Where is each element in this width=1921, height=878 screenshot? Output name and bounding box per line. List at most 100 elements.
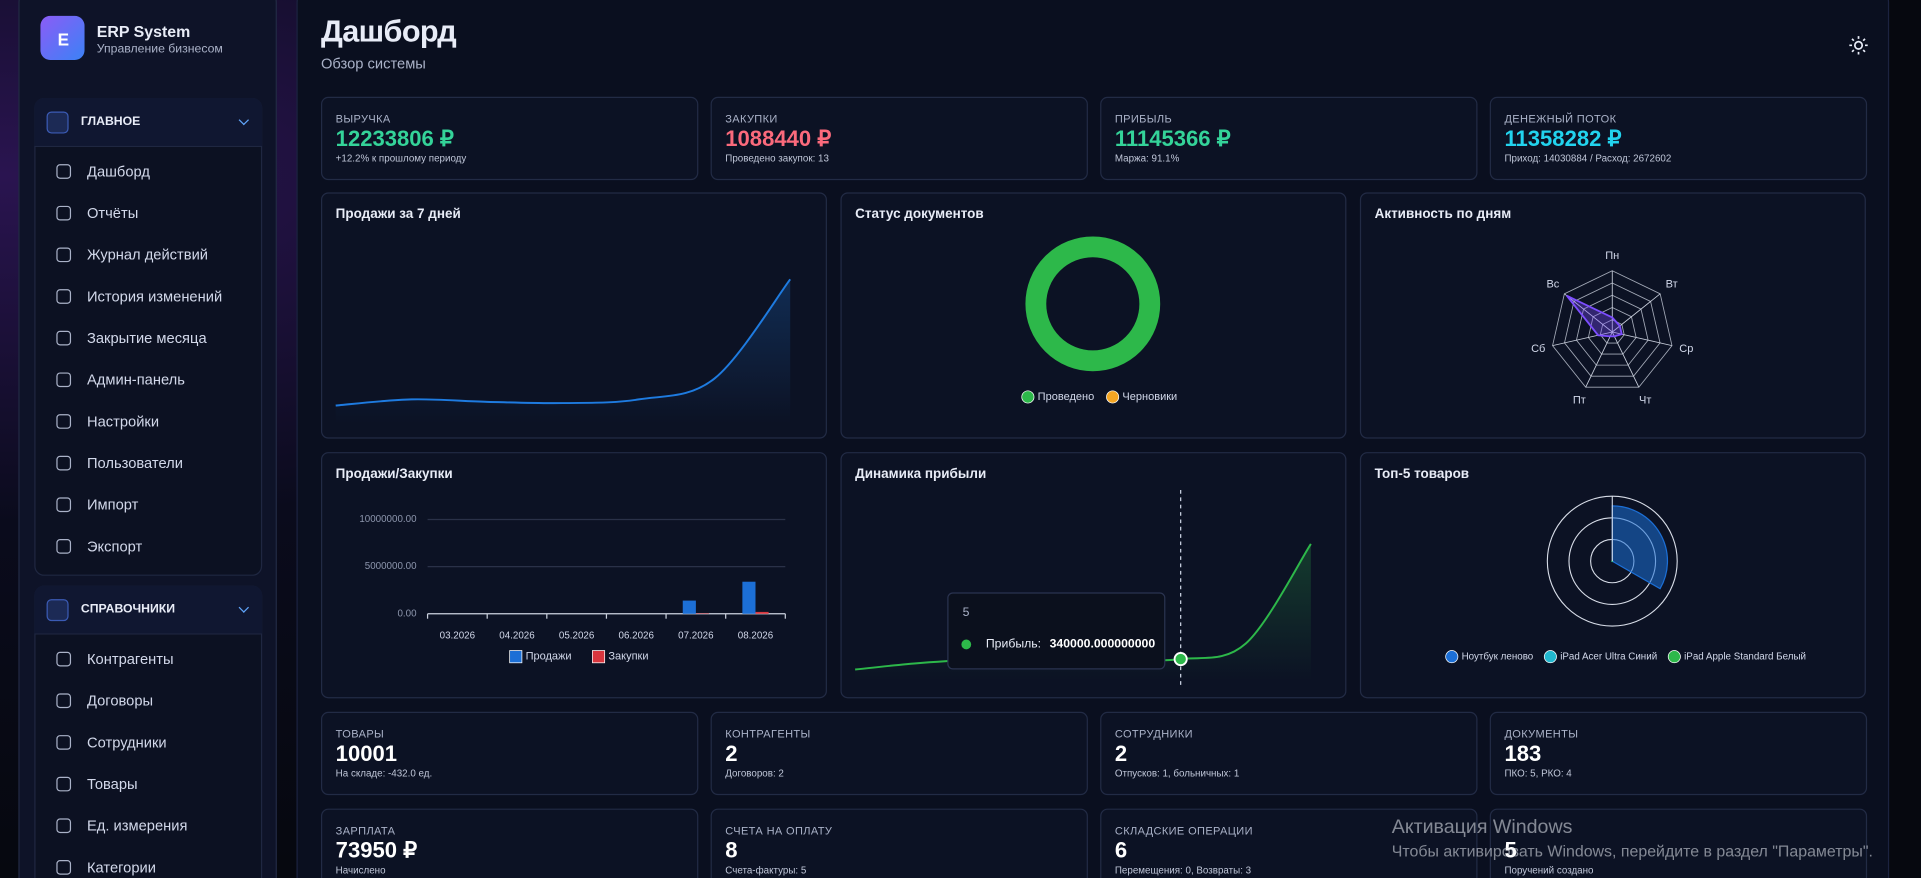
legend-marker bbox=[1021, 390, 1035, 404]
page-subtitle: Обзор системы bbox=[320, 55, 426, 73]
radar-area bbox=[1566, 294, 1623, 338]
watermark-text: Чтобы активировать Windows, перейдите в … bbox=[1391, 841, 1873, 860]
legend-marker bbox=[1543, 650, 1557, 664]
stat-label: ТОВАРЫ bbox=[335, 727, 385, 740]
legend-label: iPad Apple Standard Белый bbox=[1684, 651, 1806, 662]
theme-toggle[interactable] bbox=[1849, 36, 1869, 56]
stat-note: ПКО: 5, РКО: 4 bbox=[1504, 768, 1572, 780]
y-tick-label: 10000000.00 bbox=[359, 514, 417, 525]
menu-item[interactable]: Админ-панель bbox=[86, 371, 185, 389]
radar-spoke bbox=[1611, 331, 1640, 388]
menu-item[interactable]: Дашборд bbox=[86, 162, 150, 181]
section-header[interactable] bbox=[34, 98, 263, 148]
radar-spoke bbox=[1564, 293, 1613, 333]
tooltip-label: Прибыль: bbox=[986, 637, 1041, 651]
stat-card bbox=[710, 711, 1088, 796]
stat-card bbox=[1100, 711, 1478, 796]
menu-item[interactable]: Закрытие месяца bbox=[86, 329, 207, 347]
menu-item[interactable]: Пользователи bbox=[86, 454, 183, 472]
stat-card bbox=[1489, 711, 1868, 796]
stat-card bbox=[1489, 808, 1868, 878]
kpi-note: Маржа: 91.1% bbox=[1114, 153, 1180, 165]
tooltip-title: 5 bbox=[963, 605, 970, 619]
menu-item[interactable]: Контрагенты bbox=[86, 650, 174, 668]
tooltip-value: 340000.000000000 bbox=[1050, 637, 1156, 651]
menu-item[interactable]: Отчёты bbox=[86, 204, 139, 222]
chart-card bbox=[320, 452, 827, 699]
legend-marker bbox=[1106, 390, 1120, 404]
legend-label: Продажи bbox=[526, 651, 572, 663]
stat-value: 73950 ₽ bbox=[335, 837, 418, 863]
legend-label: Закупки bbox=[608, 651, 648, 663]
sidebar-section bbox=[34, 98, 263, 576]
stat-value: 8 bbox=[725, 837, 738, 863]
polar-sector bbox=[1611, 505, 1669, 590]
menu-icon bbox=[56, 372, 72, 388]
kpi-note: Приход: 14030884 / Расход: 2672602 bbox=[1504, 153, 1672, 165]
sun-core bbox=[1853, 40, 1864, 50]
legend-marker bbox=[509, 650, 523, 664]
hover-point bbox=[1173, 652, 1188, 667]
menu-item[interactable]: Экспорт bbox=[86, 537, 143, 555]
kpi-label: ПРИБЫЛЬ bbox=[1114, 112, 1173, 125]
menu-item[interactable]: Договоры bbox=[86, 692, 154, 710]
legend-marker bbox=[1445, 650, 1459, 664]
menu-item[interactable]: Ед. измерения bbox=[86, 817, 188, 835]
legend-label: Проведено bbox=[1038, 391, 1095, 403]
stat-value: 5 bbox=[1504, 837, 1517, 863]
chart-card bbox=[1359, 452, 1866, 699]
menu-item[interactable]: Категории bbox=[86, 858, 156, 876]
page-title: Дашборд bbox=[320, 14, 457, 49]
x-tick-label: 08.2026 bbox=[738, 630, 774, 641]
chart-card bbox=[840, 192, 1347, 439]
legend-label: Черновики bbox=[1122, 391, 1177, 403]
bar bbox=[755, 611, 769, 614]
kpi-label: ДЕНЕЖНЫЙ ПОТОК bbox=[1504, 112, 1617, 125]
legend-label: iPad Acer Ultra Синий bbox=[1560, 651, 1657, 662]
kpi-label: ЗАКУПКИ bbox=[725, 112, 778, 125]
kpi-value: 1088440 ₽ bbox=[725, 126, 832, 151]
chart-title: Статус документов bbox=[855, 206, 984, 222]
menu-icon bbox=[56, 860, 72, 875]
section-icon bbox=[46, 599, 69, 622]
chart-title: Топ-5 товаров bbox=[1374, 466, 1470, 481]
stat-note: Перемещения: 0, Возвраты: 3 bbox=[1114, 864, 1252, 876]
kpi-card bbox=[1100, 96, 1478, 181]
tooltip bbox=[947, 592, 1166, 670]
stat-note: Поручений создано bbox=[1504, 864, 1594, 876]
line bbox=[335, 278, 791, 407]
menu-icon bbox=[56, 497, 72, 513]
menu-icon bbox=[56, 735, 72, 750]
stat-label: ДОКУМЕНТЫ bbox=[1504, 727, 1579, 740]
stat-card bbox=[320, 808, 699, 878]
radar-label: Вс bbox=[1546, 279, 1559, 291]
stat-card bbox=[710, 808, 1088, 878]
menu-item[interactable]: Сотрудники bbox=[86, 733, 167, 752]
radar-label: Вт bbox=[1666, 279, 1678, 291]
menu-icon bbox=[56, 693, 72, 709]
menu-icon bbox=[56, 205, 72, 221]
stat-value: 183 bbox=[1504, 741, 1542, 766]
section-icon bbox=[46, 111, 69, 134]
stat-label: КОНТРАГЕНТЫ bbox=[725, 727, 811, 740]
stat-card bbox=[1100, 808, 1478, 878]
radar-label: Ср bbox=[1679, 343, 1693, 355]
stat-label: СКЛАДСКИЕ ОПЕРАЦИИ bbox=[1114, 823, 1253, 837]
menu-item[interactable]: История изменений bbox=[86, 287, 223, 306]
app-name: ERP System bbox=[96, 21, 191, 40]
chart-title: Динамика прибыли bbox=[855, 466, 987, 481]
stat-note: Счета-фактуры: 5 bbox=[725, 864, 807, 876]
menu-item[interactable]: Товары bbox=[86, 775, 138, 793]
y-tick-label: 0.00 bbox=[397, 608, 417, 619]
menu-item[interactable]: Импорт bbox=[86, 496, 139, 514]
menu-item[interactable]: Настройки bbox=[86, 412, 160, 431]
radar-spoke bbox=[1552, 331, 1613, 347]
section-title: СПРАВОЧНИКИ bbox=[80, 602, 176, 617]
stat-value: 2 bbox=[1114, 741, 1128, 766]
radar-grid bbox=[1599, 319, 1625, 344]
menu-item[interactable]: Журнал действий bbox=[86, 246, 209, 264]
stat-label: СЧЕТА НА ОПЛАТУ bbox=[725, 823, 833, 837]
line-area bbox=[855, 543, 1311, 682]
section-header[interactable] bbox=[34, 585, 263, 635]
